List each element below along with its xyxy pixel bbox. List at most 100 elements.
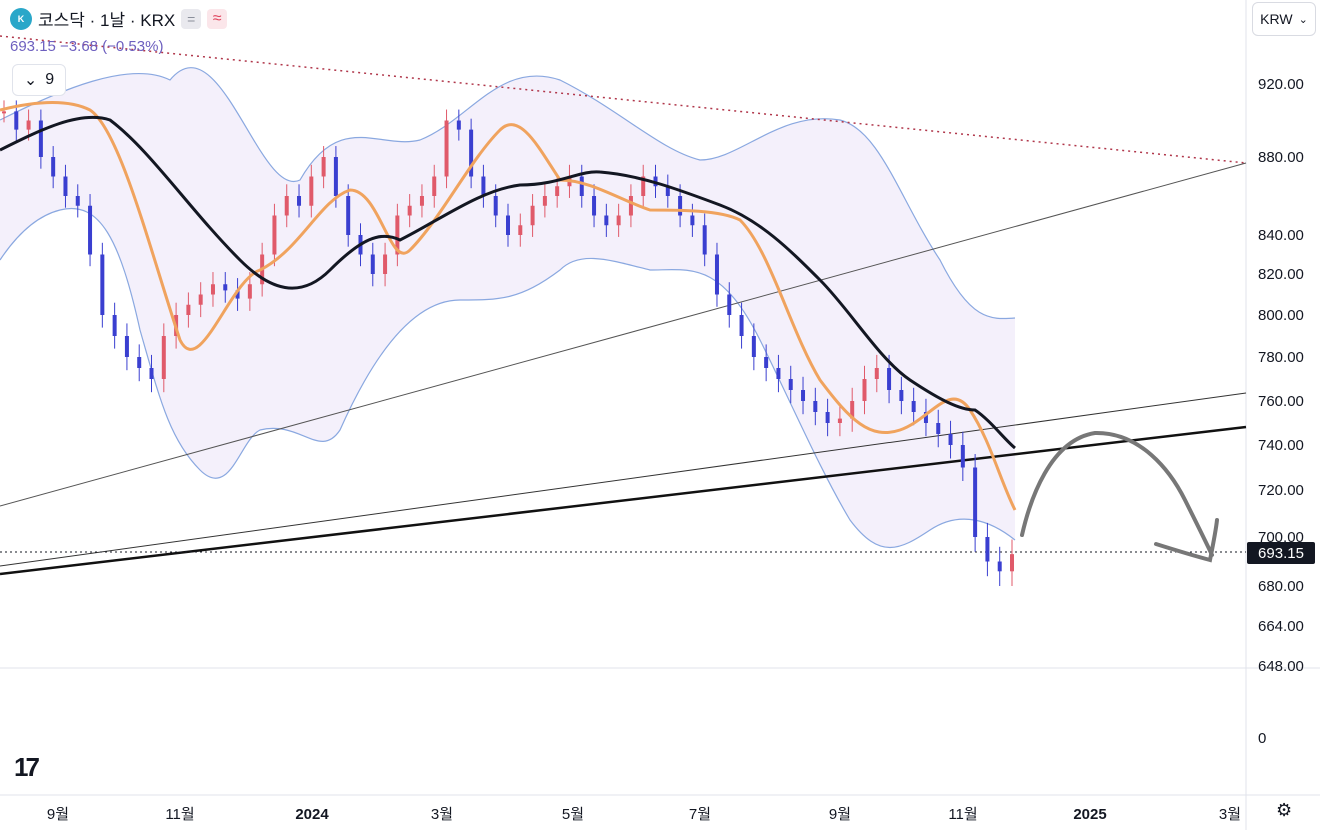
candle-body xyxy=(370,254,375,274)
candle-body xyxy=(862,379,867,401)
candle-body xyxy=(579,176,584,196)
equals-icon[interactable]: = xyxy=(181,8,202,29)
indicators-collapse-button[interactable]: ⌄ 9 xyxy=(12,64,66,96)
candle-body xyxy=(272,215,277,255)
candle-body xyxy=(985,537,990,562)
candle-body xyxy=(395,215,400,255)
candle-body xyxy=(407,205,412,216)
candle-body xyxy=(690,215,695,226)
candle-body xyxy=(899,390,904,401)
y-tick-label: 760.00 xyxy=(1258,393,1304,410)
x-tick-label: 11월 xyxy=(165,806,194,823)
candle-body xyxy=(481,176,486,196)
candle-body xyxy=(751,336,756,357)
candle-body xyxy=(383,254,388,274)
candle-body xyxy=(124,336,129,357)
currency-button[interactable]: KRW ⌄ xyxy=(1252,2,1316,36)
candle-body xyxy=(506,215,510,235)
currency-label: KRW xyxy=(1260,11,1293,27)
candle-body xyxy=(309,176,314,206)
candle-body xyxy=(702,225,707,255)
candle-body xyxy=(333,157,338,196)
candle-body xyxy=(493,196,498,216)
candle-body xyxy=(936,423,941,434)
candle-body xyxy=(616,215,621,226)
candle-body xyxy=(284,196,289,216)
candlesticks xyxy=(2,100,1014,586)
current-price-tag: 693.15 xyxy=(1247,542,1315,564)
candle-body xyxy=(850,401,855,419)
candle-body xyxy=(456,120,461,130)
candle-body xyxy=(837,418,842,423)
candle-body xyxy=(1010,554,1014,572)
candle-body xyxy=(948,434,953,445)
x-tick-label: 9월 xyxy=(829,806,851,823)
trendline-thin-upper xyxy=(0,162,1247,507)
y-tick-label: 720.00 xyxy=(1258,482,1304,499)
x-tick-label: 9월 xyxy=(47,806,69,823)
candle-body xyxy=(112,315,117,336)
projection-arrowhead xyxy=(1154,518,1219,563)
y-tick-label: 800.00 xyxy=(1258,307,1304,324)
y-tick-label: 648.00 xyxy=(1258,658,1304,675)
candle-body xyxy=(813,401,818,412)
candle-body xyxy=(592,196,597,216)
candle-body xyxy=(714,254,719,295)
candle-body xyxy=(88,205,93,255)
candle-body xyxy=(776,368,781,379)
candle-body xyxy=(530,205,535,226)
y-tick-label: 820.00 xyxy=(1258,266,1304,283)
projection-curve xyxy=(1020,430,1214,557)
candle-body xyxy=(825,412,830,423)
ohlc-values: 693.15 −3.68 (−0.53%) xyxy=(10,38,164,55)
y-tick-label: 680.00 xyxy=(1258,578,1304,595)
candle-body xyxy=(346,196,351,235)
bollinger-lower xyxy=(0,208,1016,548)
trendline-thin xyxy=(0,392,1247,567)
x-tick-label: 7월 xyxy=(689,806,711,823)
candle-body xyxy=(801,390,806,401)
candle-body xyxy=(628,196,633,216)
candle-body xyxy=(887,368,892,390)
indicator-count: 9 xyxy=(45,71,55,88)
candle-body xyxy=(518,225,523,235)
candle-body xyxy=(678,196,683,216)
candle-body xyxy=(788,379,793,390)
candle-body xyxy=(997,561,1002,572)
candle-body xyxy=(210,284,215,295)
candle-body xyxy=(911,401,916,412)
candle-body xyxy=(604,215,609,226)
candle-body xyxy=(960,445,965,468)
price-axis[interactable]: 920.00 880.00 840.00 820.00 800.00 780.00 760.… xyxy=(1258,76,1304,675)
candle-body xyxy=(63,176,68,196)
time-axis[interactable]: 9월 11월 2024 3월 5월 7월 9월 11월 2025 3월 xyxy=(47,806,1241,823)
settings-gear-icon[interactable]: ⚙ xyxy=(1276,800,1293,820)
y-tick-label: 840.00 xyxy=(1258,227,1304,244)
candle-body xyxy=(100,254,105,315)
y-tick-label: 780.00 xyxy=(1258,349,1304,366)
candle-body xyxy=(727,294,732,315)
y-tick-label: 740.00 xyxy=(1258,437,1304,454)
x-tick-label: 3월 xyxy=(431,806,453,823)
trendline-thick xyxy=(0,425,1247,576)
candle-body xyxy=(161,336,166,379)
candle-body xyxy=(432,176,437,196)
candle-body xyxy=(542,196,547,206)
chevron-down-icon: ⌄ xyxy=(1298,13,1308,26)
candle-body xyxy=(555,186,560,196)
y-tick-label: 880.00 xyxy=(1258,149,1304,166)
tradingview-logo[interactable]: 17 xyxy=(14,752,40,782)
sub-axis-label: 0 xyxy=(1258,730,1266,747)
x-tick-label: 2024 xyxy=(295,806,329,823)
symbol-title[interactable]: 코스닥 · 1날 · KRX xyxy=(38,11,176,30)
wave-icon[interactable]: ≈ xyxy=(207,8,228,29)
x-tick-label: 2025 xyxy=(1073,806,1106,823)
candle-body xyxy=(223,284,228,291)
candle-body xyxy=(764,357,769,368)
candle-body xyxy=(739,315,744,336)
candle-body xyxy=(665,186,670,196)
candle-body xyxy=(469,129,474,177)
chart-legend: K 코스닥 · 1날 · KRX = ≈ xyxy=(10,6,228,31)
x-tick-label: 11월 xyxy=(948,806,977,823)
